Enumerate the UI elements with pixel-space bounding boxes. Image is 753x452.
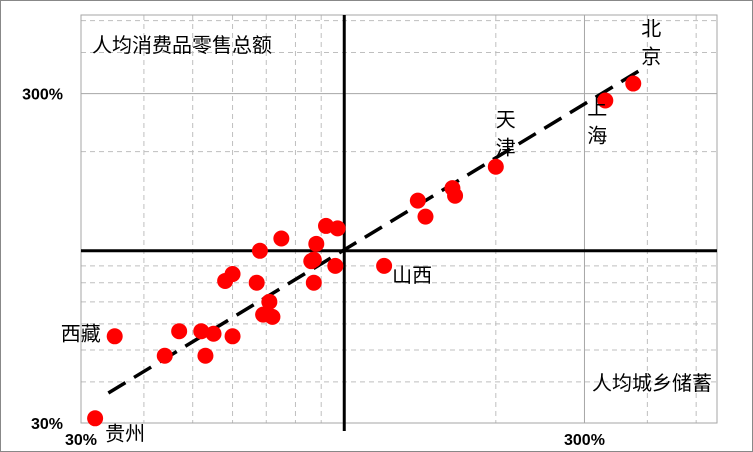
x-tick-label: 300%: [564, 432, 605, 449]
point-label: 天津: [496, 108, 516, 160]
data-point: [303, 253, 320, 270]
data-point: [197, 347, 214, 364]
point-label: 山西: [392, 263, 432, 287]
data-point: [264, 308, 281, 325]
data-point: [308, 235, 325, 252]
plot-area-border: [80, 14, 718, 424]
data-point: [329, 220, 346, 237]
data-point: [376, 257, 393, 274]
point-label: 北京: [641, 17, 661, 69]
data-point: [273, 230, 290, 247]
x-tick-label: 30%: [65, 432, 97, 449]
data-point: [327, 257, 344, 274]
y-tick-label: 30%: [31, 416, 63, 433]
data-point: [487, 158, 504, 175]
point-label: 上海: [587, 96, 607, 148]
point-label: 贵州: [105, 421, 145, 445]
data-point: [409, 192, 426, 209]
tick-labels: 30% 300% 30% 300%: [22, 87, 605, 449]
data-point: [447, 187, 464, 204]
data-point: [305, 274, 322, 291]
point-label: 西藏: [61, 321, 101, 345]
data-point: [217, 272, 234, 289]
x-axis-label: 人均城乡储蓄: [592, 371, 712, 395]
y-axis-label: 人均消费品零售总额: [92, 33, 272, 57]
data-point: [248, 274, 265, 291]
data-point: [597, 92, 614, 109]
data-point: [251, 242, 268, 259]
reference-lines: [81, 15, 717, 431]
data-point: [417, 208, 434, 225]
data-point: [261, 293, 278, 310]
data-point: [156, 347, 173, 364]
data-point: [224, 328, 241, 345]
data-point: [171, 323, 188, 340]
data-point: [205, 325, 222, 342]
data-point: [87, 410, 104, 427]
data-point: [193, 323, 210, 340]
trendline-layer: [107, 67, 643, 395]
y-tick-label: 300%: [22, 87, 63, 104]
data-points: [87, 75, 642, 427]
data-point: [625, 75, 642, 92]
data-point: [106, 328, 123, 345]
trendline: [107, 67, 643, 395]
